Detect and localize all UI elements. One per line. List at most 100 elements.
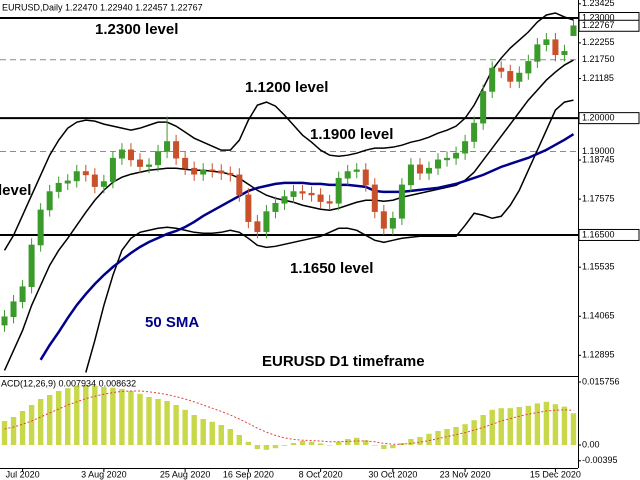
macd-bar xyxy=(272,445,279,449)
macd-bar xyxy=(173,405,179,445)
macd-bar xyxy=(317,443,324,445)
candle-body xyxy=(272,202,279,212)
candle-body xyxy=(552,39,559,56)
macd-bar xyxy=(534,403,541,445)
x-tick-label: 8 Oct 2020 xyxy=(299,469,343,479)
candle-body xyxy=(91,174,98,187)
macd-bar xyxy=(299,441,306,445)
macd-bar xyxy=(227,429,234,445)
candle-body xyxy=(200,169,207,175)
current-price-box xyxy=(578,19,640,32)
candle-body xyxy=(489,67,496,92)
candle-body xyxy=(245,194,252,222)
candle-body xyxy=(444,157,451,161)
candle-body xyxy=(308,192,315,196)
x-tick-label: 30 Oct 2020 xyxy=(368,469,417,479)
annotation: level xyxy=(0,182,31,199)
candle-body xyxy=(64,180,71,184)
macd-bar xyxy=(435,431,441,445)
macd-bar xyxy=(146,397,152,445)
level-label-box xyxy=(578,228,640,241)
candle-body xyxy=(471,122,478,142)
candle-body xyxy=(10,301,17,318)
candle-body xyxy=(236,174,243,196)
candle-body xyxy=(299,191,306,194)
candle-body xyxy=(353,169,360,172)
macd-bar xyxy=(561,406,568,445)
y-tick-label: 0.00 xyxy=(582,439,600,449)
level-label: 1.20000 xyxy=(582,113,615,123)
macd-bar xyxy=(326,445,333,446)
candle-body xyxy=(462,141,469,154)
candle-body xyxy=(416,164,423,174)
candle-body xyxy=(317,194,324,202)
macd-bar xyxy=(245,441,252,445)
candle-body xyxy=(525,61,532,74)
macd-bar xyxy=(471,420,477,445)
candle-body xyxy=(136,159,143,167)
candle-body xyxy=(146,164,153,167)
candle-body xyxy=(109,157,116,182)
macd-bar xyxy=(128,391,134,445)
y-tick-label: 1.22255 xyxy=(582,37,615,47)
candle-body xyxy=(37,209,44,246)
signal-line xyxy=(4,390,574,445)
macd-bar xyxy=(1,421,8,445)
x-tick-label: 3 Aug 2020 xyxy=(81,469,127,479)
macd-bar xyxy=(390,445,396,449)
macd-bar xyxy=(236,435,243,445)
macd-bar xyxy=(525,405,532,445)
candle-body xyxy=(28,244,35,288)
candle-body xyxy=(46,191,53,211)
annotation: 1.1650 level xyxy=(290,260,373,277)
overlay-line xyxy=(39,133,575,361)
macd-bar xyxy=(254,445,261,449)
macd-bar xyxy=(507,408,513,445)
candle-body xyxy=(498,67,505,72)
macd-bar xyxy=(218,425,224,445)
x-tick-label: 15 Dec 2020 xyxy=(530,469,581,479)
y-tick-label: 1.15535 xyxy=(582,262,615,272)
candle-body xyxy=(55,182,62,192)
candle-body xyxy=(389,217,396,229)
y-tick-label: 1.12895 xyxy=(582,350,615,360)
y-tick-label: -0.00395 xyxy=(582,455,618,465)
macd-bar xyxy=(408,439,414,445)
macd-bar xyxy=(516,407,523,445)
annotation: 1.1900 level xyxy=(310,126,393,143)
candle-body xyxy=(362,169,369,186)
macd-bar xyxy=(444,429,450,445)
candle-body xyxy=(164,141,171,152)
candle-body xyxy=(155,151,162,166)
macd-bar xyxy=(191,415,197,445)
macd-bar xyxy=(155,399,161,445)
macd-bar xyxy=(110,387,116,445)
macd-bar xyxy=(55,391,62,445)
level-label: 1.21750 xyxy=(582,54,615,64)
macd-bar xyxy=(74,385,80,445)
macd-bar xyxy=(290,443,297,445)
candle-body xyxy=(127,149,134,161)
candle-body xyxy=(290,191,297,197)
macd-bar xyxy=(498,408,504,445)
candle-body xyxy=(425,167,432,174)
annotation: EURUSD D1 timeframe xyxy=(262,353,425,370)
macd-bar xyxy=(543,401,550,445)
macd-bar xyxy=(37,399,44,445)
macd-bar xyxy=(137,393,143,445)
candle-body xyxy=(453,152,460,159)
x-tick-label: 16 Sep 2020 xyxy=(223,469,274,479)
x-tick-label: Jul 2020 xyxy=(6,469,40,479)
candle-body xyxy=(263,211,270,232)
candle-body xyxy=(326,201,333,204)
y-tick-label: 1.23425 xyxy=(582,0,615,8)
macd-bar xyxy=(453,427,459,445)
macd-bar xyxy=(83,385,89,445)
candle-body xyxy=(371,184,378,212)
macd-bar xyxy=(335,441,342,445)
candle-body xyxy=(480,91,487,124)
macd-bar xyxy=(372,445,378,446)
panel-title: ACD(12,26,9) 0.007934 0.008632 xyxy=(1,378,136,388)
